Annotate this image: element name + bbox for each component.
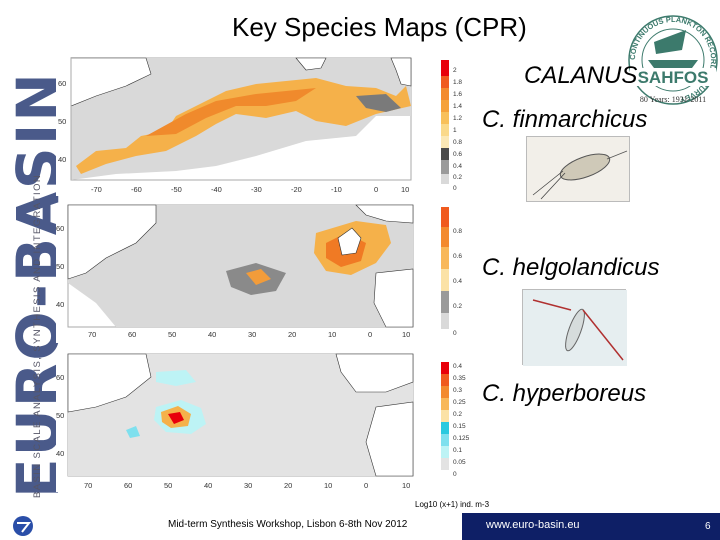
map3-x-tick: 70: [84, 481, 92, 490]
map3-cbar-tick: 0.3: [453, 387, 462, 394]
map3-y-tick: 60: [56, 373, 64, 382]
map-finmarchicus: -70 -60 -50 -40 -30 -20 -10 0 10 60 50 4…: [56, 56, 476, 196]
map1-x-tick: -60: [131, 185, 142, 194]
banner-subtitle: BASIN SCALE ANALYSIS, SYNTHESIS AND INTE…: [32, 173, 43, 498]
map1-cbar-tick: 0.2: [453, 174, 462, 181]
map1-y-tick: 60: [58, 79, 66, 88]
map3-x-tick: 10: [324, 481, 332, 490]
map2-x-tick: 10: [402, 330, 410, 339]
map1-cbar-tick: 1.4: [453, 103, 462, 110]
map2-x-tick: 10: [328, 330, 336, 339]
map2-x-tick: 40: [208, 330, 216, 339]
footer-workshop-text: Mid-term Synthesis Workshop, Lisbon 6-8t…: [168, 519, 408, 530]
colorbar-units: Log10 (x+1) ind. m-3: [415, 500, 490, 509]
species-label-finmarchicus: C. finmarchicus: [482, 106, 648, 133]
map1-cbar-tick: 0.4: [453, 163, 462, 170]
map2-cbar-tick: 0.2: [453, 303, 462, 310]
map3-colorbar: 0.4 0.35 0.3 0.25 0.2 0.15 0.125 0.1 0.0…: [441, 362, 470, 478]
map1-x-tick: -40: [211, 185, 222, 194]
map3-cbar-tick: 0.25: [453, 399, 466, 406]
map1-y-tick: 40: [58, 155, 66, 164]
sahfos-logo: CONTINUOUS PLANKTON RECORDER SURVEY SAHF…: [626, 2, 720, 110]
map1-cbar-tick: 0: [453, 185, 457, 192]
map3-x-tick: 10: [402, 481, 410, 490]
map3-cbar-tick: 0: [453, 471, 457, 478]
sahfos-years: 80 Years: 1931-2011: [640, 95, 706, 104]
map1-colorbar: 2 1.8 1.6 1.4 1.2 1 0.8 0.6 0.4 0.2 0: [441, 60, 462, 192]
map2-x-tick: 60: [128, 330, 136, 339]
map2-x-tick: 50: [168, 330, 176, 339]
map3-cbar-tick: 0.125: [453, 435, 470, 442]
map3-x-tick: 60: [124, 481, 132, 490]
map2-y-tick: 60: [56, 224, 64, 233]
footer-bar: [462, 513, 720, 540]
species-label-hyperboreus: C. hyperboreus: [482, 380, 647, 407]
map1-cbar-tick: 1.2: [453, 115, 462, 122]
map1-cbar-tick: 2: [453, 67, 457, 74]
map3-cbar-tick: 0.05: [453, 459, 466, 466]
genus-label: CALANUS: [524, 62, 638, 89]
footer-logo-icon: [12, 515, 34, 537]
map-hyperboreus: 70 60 50 40 30 20 10 0 10 60 50 40 0.4: [56, 352, 476, 492]
map3-cbar-tick: 0.15: [453, 423, 466, 430]
map1-y-tick: 50: [58, 117, 66, 126]
map1-x-tick: 10: [401, 185, 409, 194]
map2-cbar-tick: 0.6: [453, 253, 462, 260]
sahfos-name: SAHFOS: [638, 68, 709, 87]
map1-x-tick: -70: [91, 185, 102, 194]
map2-colorbar: 0.8 0.6 0.4 0.2 0: [441, 207, 462, 337]
map3-x-tick: 40: [204, 481, 212, 490]
map1-x-tick: -20: [291, 185, 302, 194]
map2-y-tick: 40: [56, 300, 64, 309]
map1-cbar-tick: 0.6: [453, 151, 462, 158]
map2-y-tick: 50: [56, 262, 64, 271]
map3-cbar-tick: 0.2: [453, 411, 462, 418]
map2-x-tick: 30: [248, 330, 256, 339]
map2-cbar-tick: 0.8: [453, 228, 462, 235]
map2-x-tick: 0: [368, 330, 372, 339]
map3-cbar-tick: 0.4: [453, 363, 462, 370]
map2-cbar-tick: 0: [453, 330, 457, 337]
map1-cbar-tick: 1: [453, 127, 457, 134]
slide-title: Key Species Maps (CPR): [232, 12, 527, 42]
photo-helgolandicus: [522, 289, 627, 366]
map-helgolandicus: 70 60 50 40 30 20 10 0 10 60 50 40 0.8 0…: [56, 203, 476, 343]
map3-y-tick: 50: [56, 411, 64, 420]
map3-y-tick: 40: [56, 449, 64, 458]
map3-cbar-tick: 0.35: [453, 375, 466, 382]
species-label-helgolandicus: C. helgolandicus: [482, 254, 660, 281]
map3-x-tick: 50: [164, 481, 172, 490]
page-number: 6: [705, 521, 711, 532]
map3-cbar-tick: 0.1: [453, 447, 462, 454]
map2-x-tick: 70: [88, 330, 96, 339]
map1-x-tick: -30: [251, 185, 262, 194]
map1-x-tick: 0: [374, 185, 378, 194]
map2-cbar-tick: 0.4: [453, 278, 462, 285]
map1-x-tick: -50: [171, 185, 182, 194]
map1-cbar-tick: 0.8: [453, 139, 462, 146]
map3-x-tick: 0: [364, 481, 368, 490]
map2-x-tick: 20: [288, 330, 296, 339]
euro-basin-banner: EURO-BASIN BASIN SCALE ANALYSIS, SYNTHES…: [0, 0, 72, 505]
photo-finmarchicus: [526, 136, 630, 202]
map1-x-tick: -10: [331, 185, 342, 194]
map3-x-tick: 20: [284, 481, 292, 490]
map1-cbar-tick: 1.8: [453, 79, 462, 86]
map3-x-tick: 30: [244, 481, 252, 490]
map1-cbar-tick: 1.6: [453, 91, 462, 98]
footer-url-link[interactable]: www.euro-basin.eu: [486, 519, 580, 531]
